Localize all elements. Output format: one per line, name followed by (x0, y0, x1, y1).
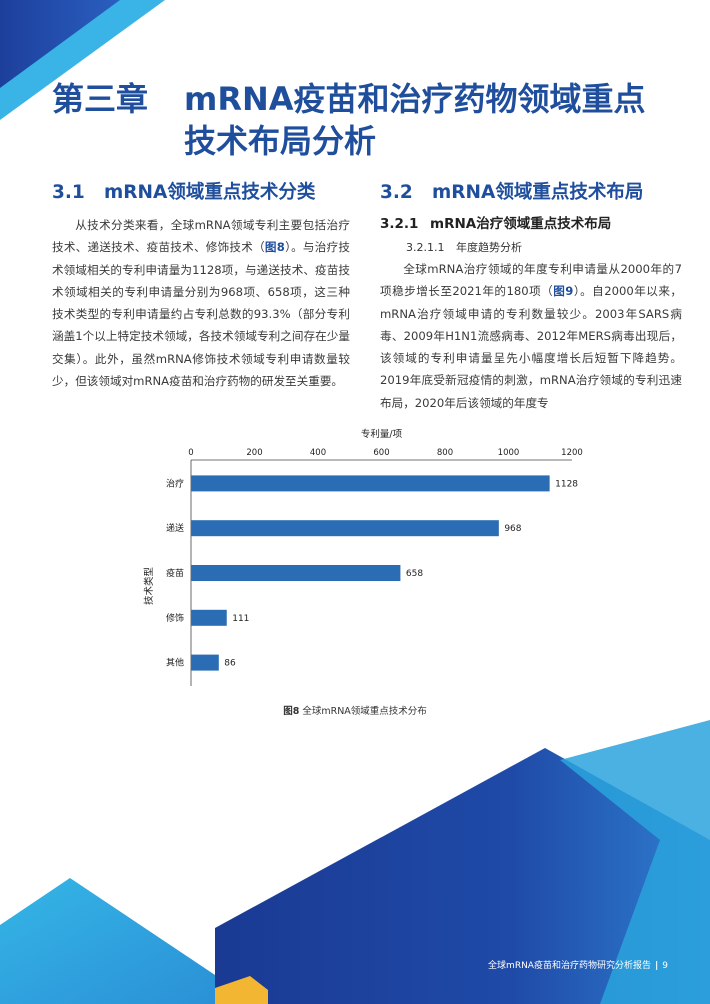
page-footer: 全球mRNA疫苗和治疗药物研究分析报告 | 9 (488, 958, 668, 971)
bottom-shape-yellow (215, 976, 268, 1004)
section-heading-3-1: 3.1 mRNA领域重点技术分类 (52, 180, 350, 206)
category-label: 其他 (166, 657, 184, 669)
x-tick-label: 400 (310, 448, 326, 458)
paragraph-text: ）。自2000年以来，mRNA治疗领域申请的专利数量较少。2003年SARS病毒… (380, 284, 682, 410)
bar (191, 520, 499, 537)
footer-separator: | (654, 961, 659, 971)
x-tick-label: 0 (188, 448, 193, 458)
subsubsection-number: 3.2.1.1 (406, 241, 445, 254)
subsubsection-heading: 3.2.1.1 年度趋势分析 (406, 240, 682, 256)
value-label: 968 (504, 524, 521, 534)
paragraph-text: 全球mRNA治疗领域的年度专利申请量从2000年的7项稳步增长至2021年的18… (380, 262, 682, 299)
paragraph-text: 从技术分类来看，全球mRNA领域专利主要包括治疗技术、递送技术、疫苗技术、修饰技… (52, 218, 350, 255)
chapter-title-line1: mRNA疫苗和治疗药物领域重点 (184, 80, 646, 118)
figure-reference-link[interactable]: 图8 (264, 240, 285, 255)
value-label: 111 (232, 614, 249, 624)
x-tick-label: 600 (373, 448, 389, 458)
value-label: 658 (406, 569, 423, 579)
bar (191, 565, 401, 581)
caption-figure-number: 图8 (283, 706, 300, 717)
bottom-shape-light-left (0, 878, 230, 1004)
x-axis-title: 专利量/项 (361, 428, 403, 440)
section-title: mRNA领域重点技术分类 (104, 182, 316, 203)
section-3-2-paragraph: 全球mRNA治疗领域的年度专利申请量从2000年的7项稳步增长至2021年的18… (380, 258, 682, 414)
y-axis-title: 技术类型 (143, 567, 155, 606)
right-column: 3.2 mRNA领域重点技术布局 3.2.1 mRNA治疗领域重点技术布局 3.2.… (380, 180, 682, 414)
subsection-number: 3.2.1 (380, 216, 419, 232)
category-label: 修饰 (166, 612, 184, 624)
category-label: 治疗 (166, 477, 184, 489)
bar (191, 609, 227, 626)
chapter-number: 第三章 (52, 80, 149, 118)
x-tick-label: 1200 (561, 448, 583, 458)
value-label: 86 (224, 659, 236, 669)
figure-caption: 图8 全球mRNA领域重点技术分布 (0, 703, 710, 717)
x-tick-label: 1000 (498, 448, 520, 458)
section-3-1-paragraph: 从技术分类来看，全球mRNA领域专利主要包括治疗技术、递送技术、疫苗技术、修饰技… (52, 214, 350, 392)
chapter-title: 第三章 mRNA疫苗和治疗药物领域重点 技术布局分析 (52, 78, 692, 162)
figure-reference-link[interactable]: 图9 (553, 284, 574, 299)
x-tick-label: 800 (437, 448, 453, 458)
page-number: 9 (662, 961, 668, 971)
section-number: 3.1 (52, 182, 85, 203)
subsection-title: mRNA治疗领域重点技术布局 (430, 216, 612, 232)
caption-text: 全球mRNA领域重点技术分布 (302, 706, 427, 717)
section-number: 3.2 (380, 182, 413, 203)
footer-report-title: 全球mRNA疫苗和治疗药物研究分析报告 (488, 961, 651, 971)
bar (191, 475, 550, 492)
x-tick-label: 200 (246, 448, 262, 458)
paragraph-text: ）。与治疗技术领域相关的专利申请量为1128项，与递送技术、疫苗技术领域相关的专… (52, 240, 350, 389)
left-column: 3.1 mRNA领域重点技术分类 从技术分类来看，全球mRNA领域专利主要包括治疗… (52, 180, 350, 392)
category-label: 递送 (166, 522, 184, 534)
section-title: mRNA领域重点技术布局 (432, 182, 644, 203)
category-label: 疫苗 (166, 567, 184, 579)
bar (191, 654, 219, 671)
corner-shape-dark (0, 0, 120, 88)
subsection-heading: 3.2.1 mRNA治疗领域重点技术布局 (380, 214, 682, 234)
chapter-title-line2: 技术布局分析 (184, 122, 377, 160)
tech-distribution-bar-chart: 专利量/项 0 200 400 600 800 1000 1200 技术类型 治疗 1128 递送 96… (143, 428, 583, 686)
value-label: 1128 (555, 479, 578, 489)
subsubsection-title: 年度趋势分析 (456, 241, 522, 254)
section-heading-3-2: 3.2 mRNA领域重点技术布局 (380, 180, 682, 206)
